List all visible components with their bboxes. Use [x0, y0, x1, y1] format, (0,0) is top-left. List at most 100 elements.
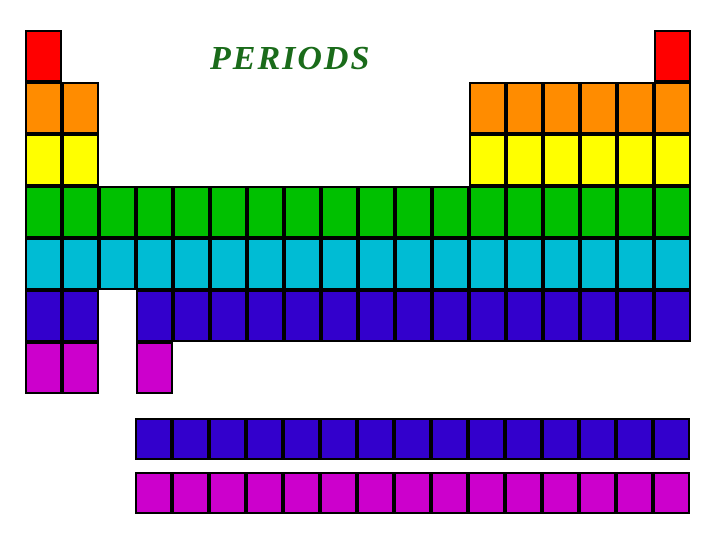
cell-period-6 [358, 290, 395, 342]
fblock-row-2-cell [653, 472, 690, 514]
cell-period-3 [543, 134, 580, 186]
fblock-row-2-cell [320, 472, 357, 514]
cell-period-6 [395, 290, 432, 342]
cell-period-6 [580, 290, 617, 342]
fblock-row-1-cell [357, 418, 394, 460]
cell-period-5 [321, 238, 358, 290]
cell-period-6 [506, 290, 543, 342]
cell-period-6 [136, 290, 173, 342]
cell-period-4 [469, 186, 506, 238]
cell-period-5 [25, 238, 62, 290]
fblock-row-2-cell [394, 472, 431, 514]
cell-period-2 [506, 82, 543, 134]
cell-period-6 [469, 290, 506, 342]
cell-period-5 [469, 238, 506, 290]
cell-period-4 [136, 186, 173, 238]
fblock-row-2-cell [246, 472, 283, 514]
cell-period-4 [284, 186, 321, 238]
cell-period-4 [210, 186, 247, 238]
cell-period-6 [432, 290, 469, 342]
cell-period-5 [617, 238, 654, 290]
cell-period-2 [617, 82, 654, 134]
cell-period-4 [25, 186, 62, 238]
fblock-row-2-cell [579, 472, 616, 514]
fblock-row-1-cell [616, 418, 653, 460]
cell-period-5 [136, 238, 173, 290]
cell-period-5 [654, 238, 691, 290]
cell-period-2 [580, 82, 617, 134]
cell-period-6 [654, 290, 691, 342]
cell-period-5 [99, 238, 136, 290]
fblock-row-1-cell [653, 418, 690, 460]
cell-period-4 [617, 186, 654, 238]
cell-period-2 [62, 82, 99, 134]
cell-period-7 [25, 342, 62, 394]
cell-period-5 [506, 238, 543, 290]
fblock-row-1-cell [579, 418, 616, 460]
cell-period-6 [321, 290, 358, 342]
cell-period-6 [543, 290, 580, 342]
cell-period-5 [358, 238, 395, 290]
cell-period-3 [617, 134, 654, 186]
cell-period-4 [358, 186, 395, 238]
cell-period-7 [62, 342, 99, 394]
fblock-row-2-cell [616, 472, 653, 514]
fblock-row-1-cell [135, 418, 172, 460]
cell-period-3 [469, 134, 506, 186]
cell-period-2 [25, 82, 62, 134]
fblock-row-2-cell [505, 472, 542, 514]
fblock-row-2-cell [283, 472, 320, 514]
cell-period-6 [210, 290, 247, 342]
cell-period-4 [247, 186, 284, 238]
cell-period-4 [173, 186, 210, 238]
cell-period-6 [62, 290, 99, 342]
cell-period-3 [580, 134, 617, 186]
fblock-row-1-cell [246, 418, 283, 460]
cell-period-2 [543, 82, 580, 134]
fblock-row-2-cell [172, 472, 209, 514]
cell-period-5 [432, 238, 469, 290]
cell-period-3 [506, 134, 543, 186]
fblock-row-1-cell [209, 418, 246, 460]
cell-period-2 [654, 82, 691, 134]
fblock-row-1-cell [172, 418, 209, 460]
cell-period-4 [395, 186, 432, 238]
cell-period-5 [210, 238, 247, 290]
cell-period-5 [62, 238, 99, 290]
fblock-row-2-cell [357, 472, 394, 514]
cell-period-4 [580, 186, 617, 238]
cell-period-6 [25, 290, 62, 342]
cell-period-3 [62, 134, 99, 186]
fblock-row-2-cell [468, 472, 505, 514]
cell-period-6 [284, 290, 321, 342]
cell-period-1 [25, 30, 62, 82]
cell-period-5 [247, 238, 284, 290]
cell-period-5 [543, 238, 580, 290]
fblock-row-1-cell [505, 418, 542, 460]
cell-period-6 [247, 290, 284, 342]
cell-period-4 [654, 186, 691, 238]
fblock-row-2-cell [542, 472, 579, 514]
fblock-row-1-cell [542, 418, 579, 460]
cell-period-5 [395, 238, 432, 290]
fblock-row-1-cell [283, 418, 320, 460]
cell-period-3 [25, 134, 62, 186]
cell-period-4 [62, 186, 99, 238]
cell-period-6 [617, 290, 654, 342]
fblock-row-1-cell [394, 418, 431, 460]
cell-period-7 [136, 342, 173, 394]
cell-period-5 [580, 238, 617, 290]
fblock-row-2-cell [431, 472, 468, 514]
fblock-row-1-cell [468, 418, 505, 460]
cell-period-2 [469, 82, 506, 134]
cell-period-4 [432, 186, 469, 238]
cell-period-6 [173, 290, 210, 342]
cell-period-4 [321, 186, 358, 238]
cell-period-4 [99, 186, 136, 238]
fblock-row-1-cell [431, 418, 468, 460]
cell-period-1 [654, 30, 691, 82]
cell-period-4 [506, 186, 543, 238]
fblock-row-1-cell [320, 418, 357, 460]
cell-period-5 [173, 238, 210, 290]
fblock-row-2-cell [209, 472, 246, 514]
